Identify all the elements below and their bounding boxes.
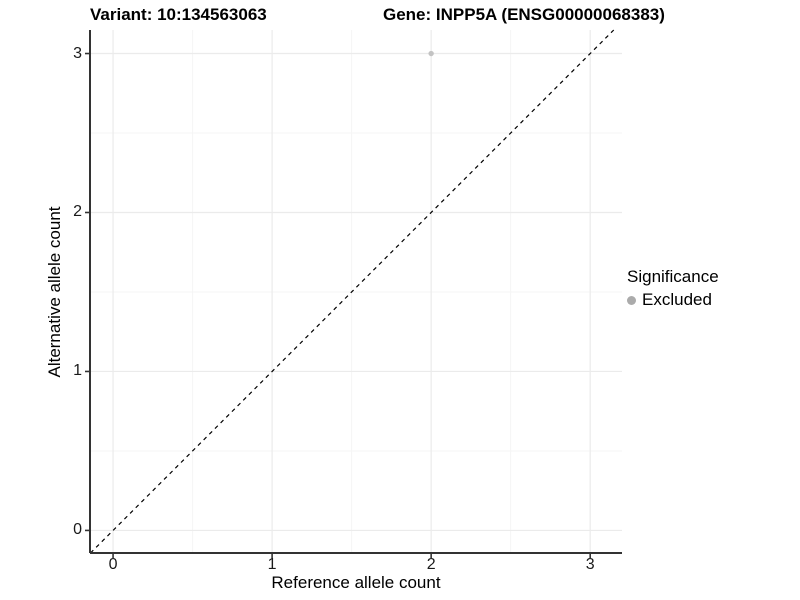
x-tick-label: 0 [108,556,118,573]
y-tick-label: 1 [73,362,82,380]
legend-point-icon [627,295,636,305]
legend-item-label: Excluded [642,290,712,309]
legend: Significance Excluded [627,267,719,310]
y-axis-title: Alternative allele count [45,206,64,378]
data-point [428,50,434,57]
x-tick-label: 1 [267,556,277,573]
legend-title: Significance [627,267,719,286]
y-tick-label: 0 [73,521,82,539]
variant-title: Variant: 10:134563063 [90,5,267,24]
x-tick-label: 2 [426,556,436,573]
y-tick-label: 2 [73,203,82,221]
gene-title: Gene: INPP5A (ENSG00000068383) [383,5,665,24]
x-tick-label: 3 [585,556,595,573]
legend-item: Excluded [627,290,719,310]
identity-line [90,29,615,554]
x-axis-title: Reference allele count [271,573,441,592]
legend-items: Excluded [627,290,719,310]
y-tick-label: 3 [73,44,82,62]
